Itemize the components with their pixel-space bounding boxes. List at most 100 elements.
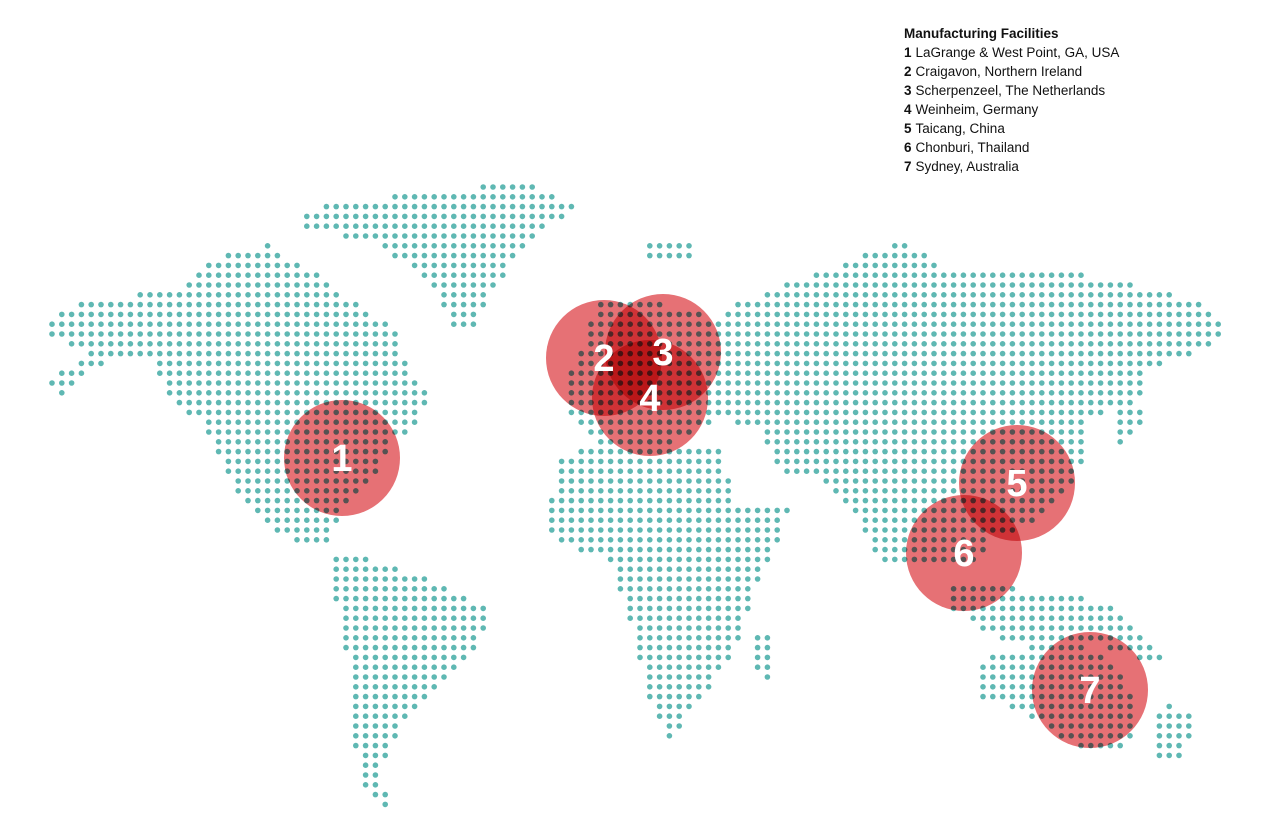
land-dot [1009,654,1016,661]
land-dot [921,488,927,494]
land-dot [264,252,271,259]
land-dot [470,292,477,298]
land-dot [960,292,967,298]
land-dot [117,331,124,337]
land-dot [1117,615,1123,621]
land-dot [656,693,663,700]
land-dot [980,664,986,670]
land-dot [343,556,349,563]
land-dot [656,507,663,514]
land-dot [147,311,153,318]
land-dot [196,350,202,357]
land-dot [686,664,692,670]
land-dot [1186,723,1192,729]
land-dot [813,429,820,435]
land-dot [970,282,976,288]
land-dot [254,370,261,377]
land-dot [872,409,878,416]
land-dot [323,527,330,533]
land-dot [470,194,477,200]
land-dot [666,478,673,484]
land-dot [284,301,291,308]
land-dot [323,203,330,210]
land-dot [402,586,408,592]
land-dot [1107,370,1114,377]
land-dot [715,409,722,416]
land-dot [1137,380,1143,386]
land-dot [882,497,888,504]
land-dot [372,635,379,641]
land-dot [196,380,202,386]
land-dot [235,272,241,279]
land-dot [803,350,810,357]
land-dot [813,350,820,357]
land-dot [245,272,251,279]
land-dot [715,654,722,661]
land-dot [470,282,477,288]
land-dot [500,243,506,249]
land-dot [1068,282,1074,288]
land-dot [323,282,330,288]
land-dot [206,282,212,288]
land-dot [901,360,908,367]
land-dot [549,203,555,210]
land-dot [353,576,359,582]
land-dot [990,370,996,377]
land-dot [460,301,467,308]
land-dot [215,311,222,318]
land-dot [78,341,85,347]
land-dot [833,468,839,475]
land-dot [59,380,65,386]
land-dot [235,350,241,357]
land-dot [843,311,849,318]
land-dot [137,292,143,298]
land-dot [421,203,428,210]
land-dot [960,360,967,367]
land-dot [617,537,624,543]
land-dot [843,331,849,337]
land-dot [284,341,291,347]
facility-number-label: 6 [953,533,974,575]
land-dot [431,644,438,651]
land-dot [990,615,996,621]
land-dot [882,350,888,357]
land-dot [784,429,790,435]
land-dot [519,213,526,220]
land-dot [892,478,898,484]
land-dot [353,635,359,641]
land-dot [451,252,457,259]
land-dot [647,556,653,563]
land-dot [264,311,271,318]
land-dot [656,478,663,484]
legend-item: 6 Chonburi, Thailand [904,140,1030,155]
land-dot [921,331,927,337]
land-dot [294,370,300,377]
land-dot [823,301,829,308]
land-dot [1097,399,1104,406]
land-dot [1097,615,1104,621]
land-dot [1137,409,1143,416]
land-dot [754,419,761,426]
land-dot [872,341,878,347]
land-dot [735,566,741,572]
land-dot [637,566,643,572]
land-dot [901,301,908,308]
land-dot [980,429,986,435]
land-dot [852,497,859,504]
land-dot [764,301,771,308]
land-dot [960,321,967,328]
land-dot [588,517,594,523]
land-dot [1107,321,1114,328]
land-dot [382,566,389,572]
land-dot [304,537,310,543]
land-dot [382,331,389,337]
land-dot [725,497,731,504]
land-dot [88,321,94,328]
land-dot [715,517,722,523]
land-dot [245,360,251,367]
land-dot [1166,301,1172,308]
land-dot [1166,742,1172,749]
land-dot [911,439,918,445]
land-dot [715,468,722,475]
